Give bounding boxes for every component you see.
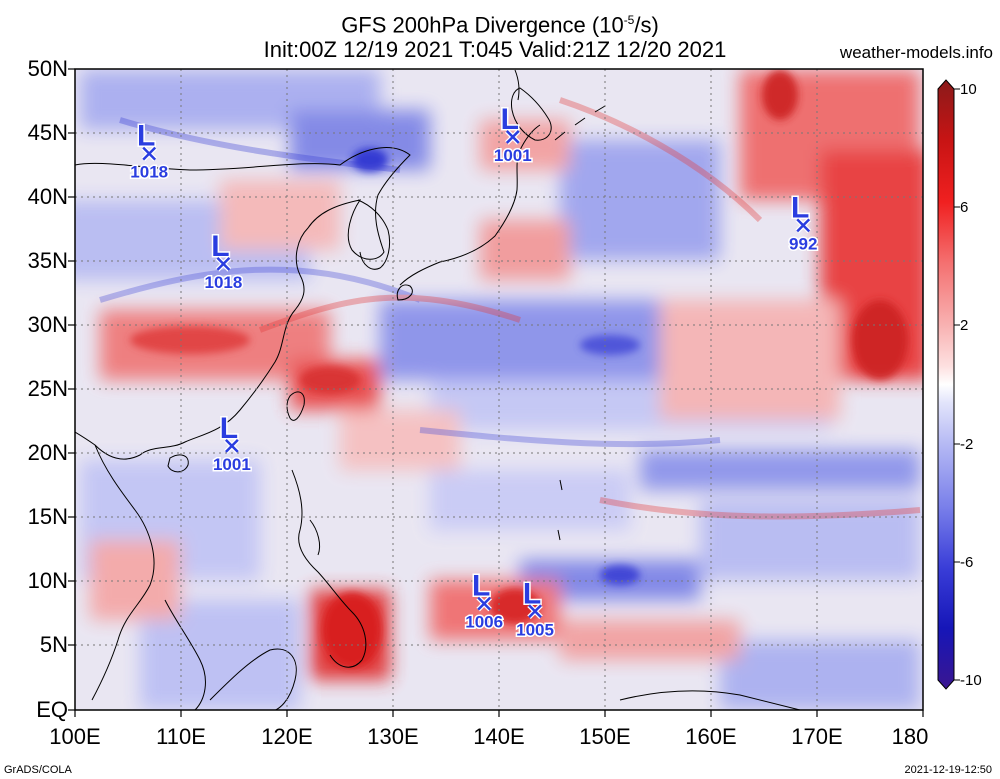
- low-center-x: [796, 218, 811, 233]
- footer-timestamp: 2021-12-19-12:50: [904, 764, 992, 776]
- low-marker: L 1018: [203, 228, 244, 293]
- lon-label: 130E: [367, 724, 419, 749]
- low-marker: L 1005: [515, 576, 556, 641]
- low-pressure-value: 1005: [516, 620, 554, 639]
- low-center-x: [224, 439, 239, 453]
- lon-label: 120E: [261, 724, 313, 749]
- lon-label: 110E: [156, 724, 206, 749]
- colorbar-label: -6: [960, 554, 974, 571]
- colorbar-label: 2: [960, 317, 969, 334]
- colorbar: [937, 79, 960, 690]
- colorbar-label: -10: [960, 672, 982, 689]
- low-symbol: L: [501, 103, 519, 136]
- low-symbol: L: [791, 191, 809, 224]
- low-pressure-value: 992: [789, 234, 817, 253]
- low-center-x: [216, 256, 231, 271]
- graticule: [75, 69, 923, 710]
- low-pressure-value: 1001: [494, 146, 532, 165]
- lat-label: 15N: [27, 504, 68, 529]
- lat-label: EQ: [36, 697, 68, 722]
- colorbar-label: 6: [960, 199, 969, 216]
- colorbar-label: -2: [960, 436, 974, 453]
- low-marker: L 992: [788, 190, 819, 255]
- lon-label: 100E: [49, 724, 101, 749]
- low-symbol: L: [523, 577, 541, 610]
- lon-label: 170E: [791, 724, 843, 749]
- low-pressure-value: 1018: [204, 273, 242, 292]
- low-marker: L 1018: [129, 118, 170, 183]
- low-center-x: [505, 130, 520, 144]
- map-title-line2: Init:00Z 12/19 2021 T:045 Valid:21Z 12/2…: [263, 37, 727, 62]
- low-marker: L 1001: [211, 410, 252, 475]
- footer-credit: GrADS/COLA: [4, 764, 72, 776]
- lat-label: 40N: [27, 184, 68, 209]
- lon-label: 150E: [579, 724, 631, 749]
- lat-label: 5N: [39, 632, 68, 657]
- low-pressure-markers: L 1018 L 1001 L 992 L 1018 L 1001 L 1006 L 1005: [129, 101, 819, 641]
- lat-label: 30N: [27, 312, 68, 337]
- lon-label: 140E: [473, 724, 525, 749]
- low-center-x: [477, 596, 492, 611]
- low-symbol: L: [220, 412, 238, 445]
- low-symbol: L: [472, 570, 490, 603]
- lat-label: 10N: [27, 568, 68, 593]
- low-pressure-value: 1006: [465, 613, 503, 632]
- axis-ticks: [68, 68, 924, 717]
- low-marker: L 1001: [492, 101, 533, 166]
- map-title-line1: GFS 200hPa Divergence (10-5/s): [341, 12, 659, 38]
- lat-label: 25N: [27, 376, 68, 401]
- lat-label: 50N: [27, 56, 68, 81]
- lon-label: 180: [891, 724, 929, 749]
- lat-label: 20N: [27, 440, 68, 465]
- lon-label: 160E: [685, 724, 737, 749]
- lat-label: 35N: [27, 248, 68, 273]
- lat-label: 45N: [27, 120, 68, 145]
- coastlines: [75, 69, 801, 710]
- low-pressure-value: 1001: [213, 455, 251, 474]
- low-symbol: L: [137, 120, 155, 153]
- colorbar-label: 10: [960, 81, 977, 98]
- low-center-x: [142, 146, 157, 161]
- site-label: weather-models.info: [839, 43, 993, 62]
- low-marker: L 1006: [464, 568, 505, 633]
- low-pressure-value: 1018: [130, 163, 168, 182]
- low-center-x: [528, 604, 542, 619]
- low-symbol: L: [211, 230, 229, 263]
